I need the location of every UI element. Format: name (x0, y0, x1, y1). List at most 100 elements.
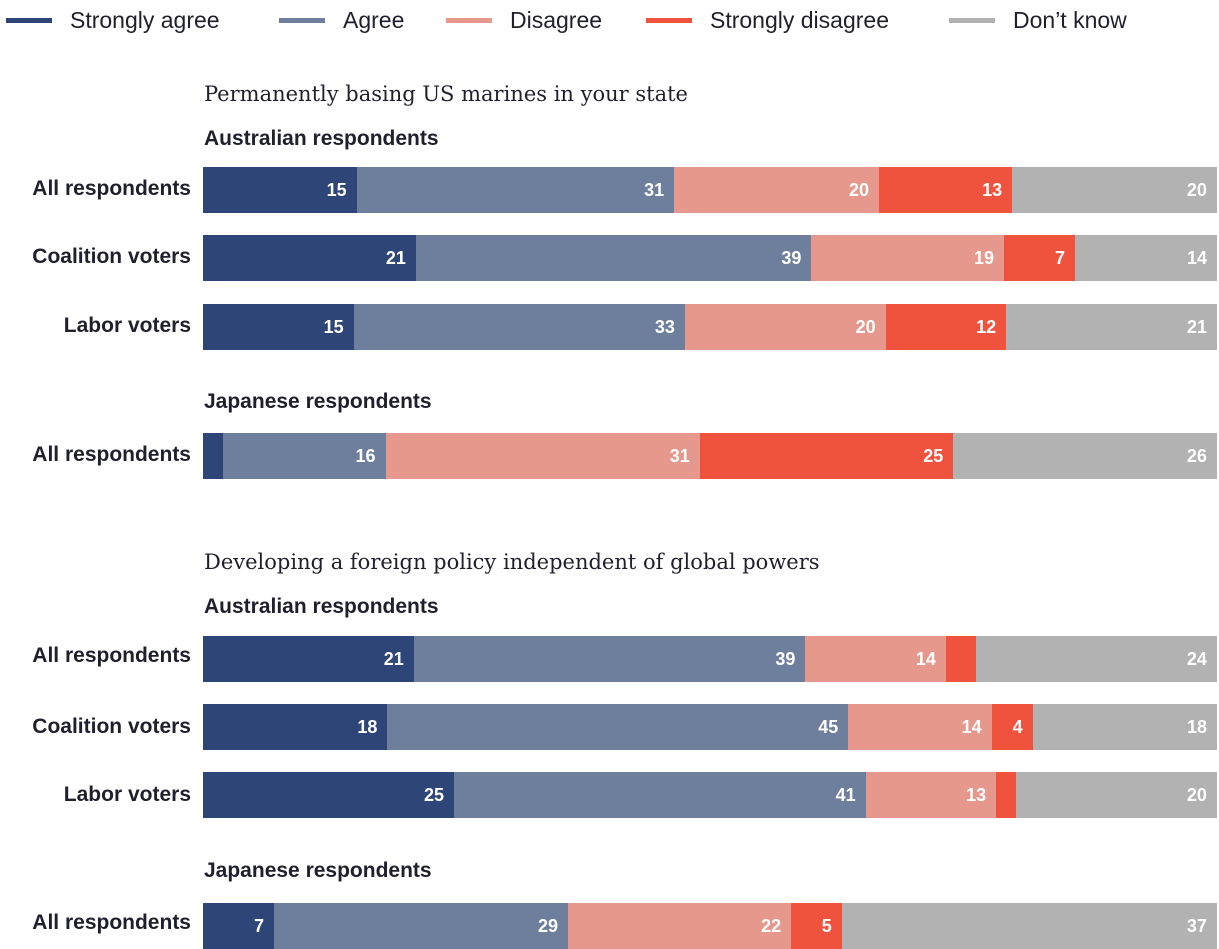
data-label: 20 (848, 180, 869, 200)
bar-segment-agree: 29 (273, 903, 569, 949)
bar-segment-disagree: 14 (805, 636, 946, 682)
legend-label: Strongly agree (70, 6, 220, 33)
group-label: Japanese respondents (204, 859, 432, 882)
bar-segment-strongly-disagree: 5 (791, 903, 842, 949)
data-label: 16 (355, 446, 376, 466)
data-label: 20 (1186, 785, 1207, 805)
data-label: 33 (654, 317, 675, 337)
stacked-bar: 21 39 14 24 (203, 636, 1217, 682)
bar-segment-strongly-disagree (996, 772, 1017, 818)
data-label: 39 (775, 649, 796, 669)
group-label: Australian respondents (204, 127, 439, 150)
bar-segment-agree: 41 (453, 772, 866, 818)
data-label: 18 (1186, 717, 1207, 737)
stacked-bar: 15 31 20 13 20 (203, 167, 1217, 213)
data-label: 37 (1186, 916, 1207, 936)
data-label: 25 (923, 446, 944, 466)
bar-segment-strongly-agree: 25 (203, 772, 454, 818)
stacked-bar: 7 29 22 5 37 (203, 903, 1217, 949)
row-label: Coalition voters (32, 245, 191, 268)
data-label: 31 (644, 180, 665, 200)
bar-segment-dont-know: 18 (1032, 704, 1217, 750)
group-label: Australian respondents (204, 595, 439, 618)
legend-swatch-strongly-disagree (646, 17, 692, 23)
bar-segment-agree: 45 (387, 704, 849, 750)
bar-segment-strongly-agree: 15 (203, 167, 357, 213)
data-label: 14 (961, 717, 982, 737)
row-label: All respondents (32, 443, 191, 466)
bar-segment-strongly-agree: 21 (203, 235, 416, 281)
bar-segment-strongly-disagree: 7 (1004, 235, 1076, 281)
bar-segment-strongly-disagree: 4 (991, 704, 1033, 750)
data-label: 21 (383, 649, 404, 669)
stacked-bar: 21 39 19 7 14 (203, 235, 1217, 281)
row-label: Labor voters (63, 314, 191, 337)
row-label: All respondents (32, 911, 191, 934)
data-label: 41 (835, 785, 856, 805)
bar-segment-disagree: 22 (568, 903, 792, 949)
bar-segment-agree: 33 (353, 304, 685, 350)
data-label: 19 (974, 248, 995, 268)
data-label: 15 (326, 180, 347, 200)
bar-segment-agree: 16 (223, 433, 386, 479)
data-label: 39 (781, 248, 802, 268)
data-label: 26 (1186, 446, 1207, 466)
bar-segment-strongly-agree (203, 433, 224, 479)
data-label: 14 (915, 649, 936, 669)
bar-segment-strongly-agree: 18 (203, 704, 388, 750)
legend-swatch-disagree (446, 17, 492, 23)
group-label: Japanese respondents (204, 390, 432, 413)
bar-segment-dont-know: 20 (1012, 167, 1217, 213)
bar-segment-disagree: 31 (385, 433, 700, 479)
legend-swatch-strongly-agree (6, 17, 52, 23)
bar-segment-disagree: 19 (811, 235, 1005, 281)
bar-segment-dont-know: 24 (976, 636, 1217, 682)
legend-swatch-agree (279, 17, 325, 23)
data-label: 18 (357, 717, 378, 737)
legend-label: Disagree (510, 6, 603, 33)
bar-segment-disagree: 20 (684, 304, 886, 350)
legend-label: Don’t know (1013, 6, 1127, 33)
bar-segment-strongly-disagree: 12 (885, 304, 1007, 350)
legend-swatch-dont-know (949, 17, 995, 23)
panel-title: Developing a foreign policy independent … (204, 550, 820, 574)
data-label: 20 (855, 317, 876, 337)
bar-segment-strongly-disagree: 25 (699, 433, 954, 479)
legend-item-dont-know: Don’t know (949, 0, 1127, 40)
data-label: 21 (385, 248, 406, 268)
bar-segment-strongly-disagree (945, 636, 977, 682)
bar-segment-disagree: 14 (848, 704, 992, 750)
data-label: 5 (821, 916, 832, 936)
row-label: Coalition voters (32, 715, 191, 738)
bar-segment-strongly-disagree: 13 (878, 167, 1013, 213)
bar-segment-dont-know: 14 (1075, 235, 1217, 281)
row-label: All respondents (32, 644, 191, 667)
data-label: 7 (1055, 248, 1066, 268)
row-label: All respondents (32, 177, 191, 200)
bar-segment-dont-know: 26 (953, 433, 1217, 479)
bar-segment-dont-know: 37 (841, 903, 1217, 949)
bar-segment-agree: 39 (413, 636, 806, 682)
bar-segment-dont-know: 21 (1006, 304, 1217, 350)
bar-segment-agree: 31 (356, 167, 675, 213)
data-label: 4 (1012, 717, 1023, 737)
row-label: Labor voters (63, 783, 191, 806)
data-label: 13 (982, 180, 1003, 200)
legend-item-strongly-agree: Strongly agree (6, 0, 220, 40)
legend-item-agree: Agree (279, 0, 404, 40)
data-label: 21 (1186, 317, 1207, 337)
bar-segment-strongly-agree: 15 (203, 304, 354, 350)
data-label: 20 (1186, 180, 1207, 200)
legend-item-strongly-disagree: Strongly disagree (646, 0, 889, 40)
legend-label: Strongly disagree (710, 6, 889, 33)
legend: Strongly agree Agree Disagree Strongly d… (0, 0, 1219, 40)
data-label: 29 (537, 916, 559, 936)
stacked-bar: 25 41 13 20 (203, 772, 1217, 818)
data-label: 13 (966, 785, 987, 805)
panel-title: Permanently basing US marines in your st… (204, 82, 688, 106)
data-label: 7 (253, 916, 264, 936)
legend-label: Agree (343, 6, 405, 33)
stacked-bar: 16 31 25 26 (203, 433, 1217, 479)
bar-segment-disagree: 13 (865, 772, 997, 818)
